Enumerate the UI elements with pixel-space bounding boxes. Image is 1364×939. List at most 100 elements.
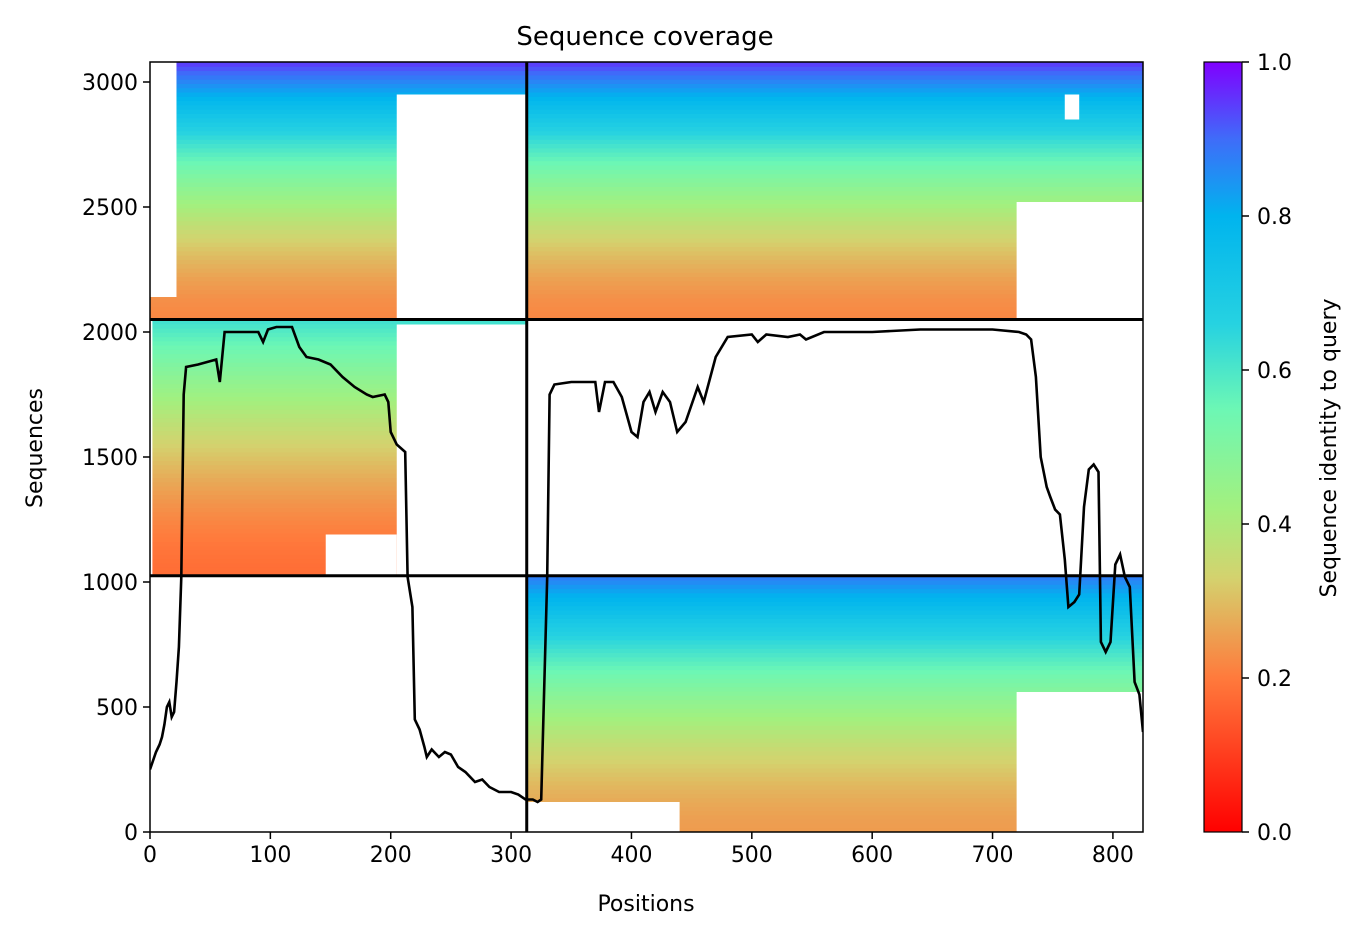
heatmap-band	[150, 92, 1143, 97]
heatmap-band	[150, 639, 1143, 645]
heatmap-band	[150, 614, 1143, 619]
x-tick-label: 100	[249, 843, 291, 868]
heatmap-band	[150, 708, 1143, 713]
heatmap-band	[150, 605, 1143, 611]
heatmap-band	[150, 229, 1143, 235]
heatmap-band	[150, 776, 1143, 782]
heatmap-band	[150, 79, 1143, 84]
heatmap-band	[150, 597, 1143, 602]
plot-area	[150, 62, 1143, 832]
heatmap-band	[150, 250, 1143, 256]
heatmap-band	[150, 100, 1143, 106]
heatmap-band	[150, 797, 1143, 803]
colorbar-gradient	[1203, 61, 1243, 833]
heatmap-band	[150, 96, 1143, 102]
heatmap-band	[150, 306, 1143, 312]
heatmap-band	[150, 716, 1143, 722]
heatmap-band	[150, 767, 1143, 773]
heatmap-band	[150, 785, 1143, 790]
heatmap-band	[150, 186, 1143, 192]
heatmap-band	[150, 263, 1143, 269]
heatmap-band	[150, 695, 1143, 701]
heatmap-band	[150, 665, 1143, 671]
x-tick-label: 500	[731, 843, 773, 868]
heatmap-band	[150, 315, 1143, 320]
heatmap-band	[150, 212, 1143, 217]
colorbar-tick-label: 0.2	[1257, 667, 1292, 692]
colorbar-tick-label: 0.6	[1257, 359, 1292, 384]
x-tick-label: 800	[1092, 843, 1134, 868]
x-tick-label: 300	[490, 843, 532, 868]
heatmap-band	[150, 725, 1143, 730]
coverage-gap	[325, 534, 397, 576]
heatmap-band	[150, 289, 1143, 295]
heatmap-band	[150, 789, 1143, 795]
heatmap-band	[150, 109, 1143, 114]
heatmap-band	[150, 644, 1143, 649]
coverage-gap	[150, 319, 153, 576]
heatmap-band	[150, 793, 1143, 799]
heatmap-band	[150, 195, 1143, 200]
heatmap-band	[150, 83, 1143, 89]
heatmap-band	[150, 298, 1143, 303]
colorbar-ticks: 0.0 0.2 0.4 0.6 0.8 1.0	[1242, 51, 1292, 846]
heatmap-band	[150, 772, 1143, 777]
heatmap-band	[150, 246, 1143, 252]
heatmap-band	[150, 635, 1143, 641]
heatmap-band	[150, 177, 1143, 183]
heatmap-band	[150, 622, 1143, 628]
heatmap-band	[150, 729, 1143, 735]
coverage-gap	[526, 319, 1143, 576]
heatmap-band	[150, 268, 1143, 273]
heatmap-band	[150, 750, 1143, 756]
heatmap-band	[150, 207, 1143, 213]
coverage-gap	[526, 802, 680, 832]
y-tick-label: 2500	[82, 196, 138, 221]
heatmap-band	[150, 678, 1143, 684]
colorbar-tick-label: 0.4	[1257, 513, 1292, 538]
heatmap-band	[150, 182, 1143, 187]
coverage-gap	[1016, 692, 1143, 832]
heatmap-band	[150, 147, 1143, 153]
plot-frame	[149, 61, 1144, 833]
heatmap-band	[150, 310, 1143, 316]
x-axis: 0 100 200 300 400 500 600 700 800	[143, 832, 1134, 868]
heatmap-band	[150, 255, 1143, 260]
heatmap-band	[150, 780, 1143, 786]
heatmap-band	[150, 652, 1143, 658]
heatmap-band	[150, 199, 1143, 205]
coverage-gap	[396, 94, 527, 320]
heatmap-band	[150, 169, 1143, 175]
heatmap-band	[150, 203, 1143, 209]
heatmap-band	[150, 237, 1143, 243]
heatmap-band	[150, 293, 1143, 299]
heatmap-band	[150, 703, 1143, 709]
heatmap-band	[150, 285, 1143, 290]
x-tick-label: 700	[972, 843, 1014, 868]
heatmap-band	[150, 669, 1143, 675]
heatmap-band	[150, 742, 1143, 748]
y-tick-label: 2000	[82, 321, 138, 346]
heatmap-band	[150, 592, 1143, 598]
colorbar-label: Sequence identity to query	[1317, 298, 1342, 597]
heatmap-band	[150, 190, 1143, 196]
heatmap-band	[150, 691, 1143, 696]
block-dividers	[150, 62, 1143, 832]
heatmap-band	[150, 130, 1143, 136]
heatmap-band	[150, 233, 1143, 239]
heatmap-band	[150, 216, 1143, 222]
heatmap-band	[150, 280, 1143, 286]
heatmap-band	[150, 104, 1143, 110]
y-tick-label: 500	[96, 696, 138, 721]
x-tick-label: 0	[143, 843, 157, 868]
colorbar-tick-label: 0.8	[1257, 205, 1292, 230]
heatmap-band	[150, 276, 1143, 282]
coverage-gap	[1064, 94, 1080, 120]
heatmap-band	[150, 738, 1143, 743]
coverage-gap	[150, 62, 177, 297]
y-axis: 0 500 1000 1500 2000 2500 3000	[82, 71, 150, 846]
heatmap-band	[150, 682, 1143, 688]
heatmap-band	[150, 126, 1143, 132]
y-tick-label: 0	[124, 821, 138, 846]
